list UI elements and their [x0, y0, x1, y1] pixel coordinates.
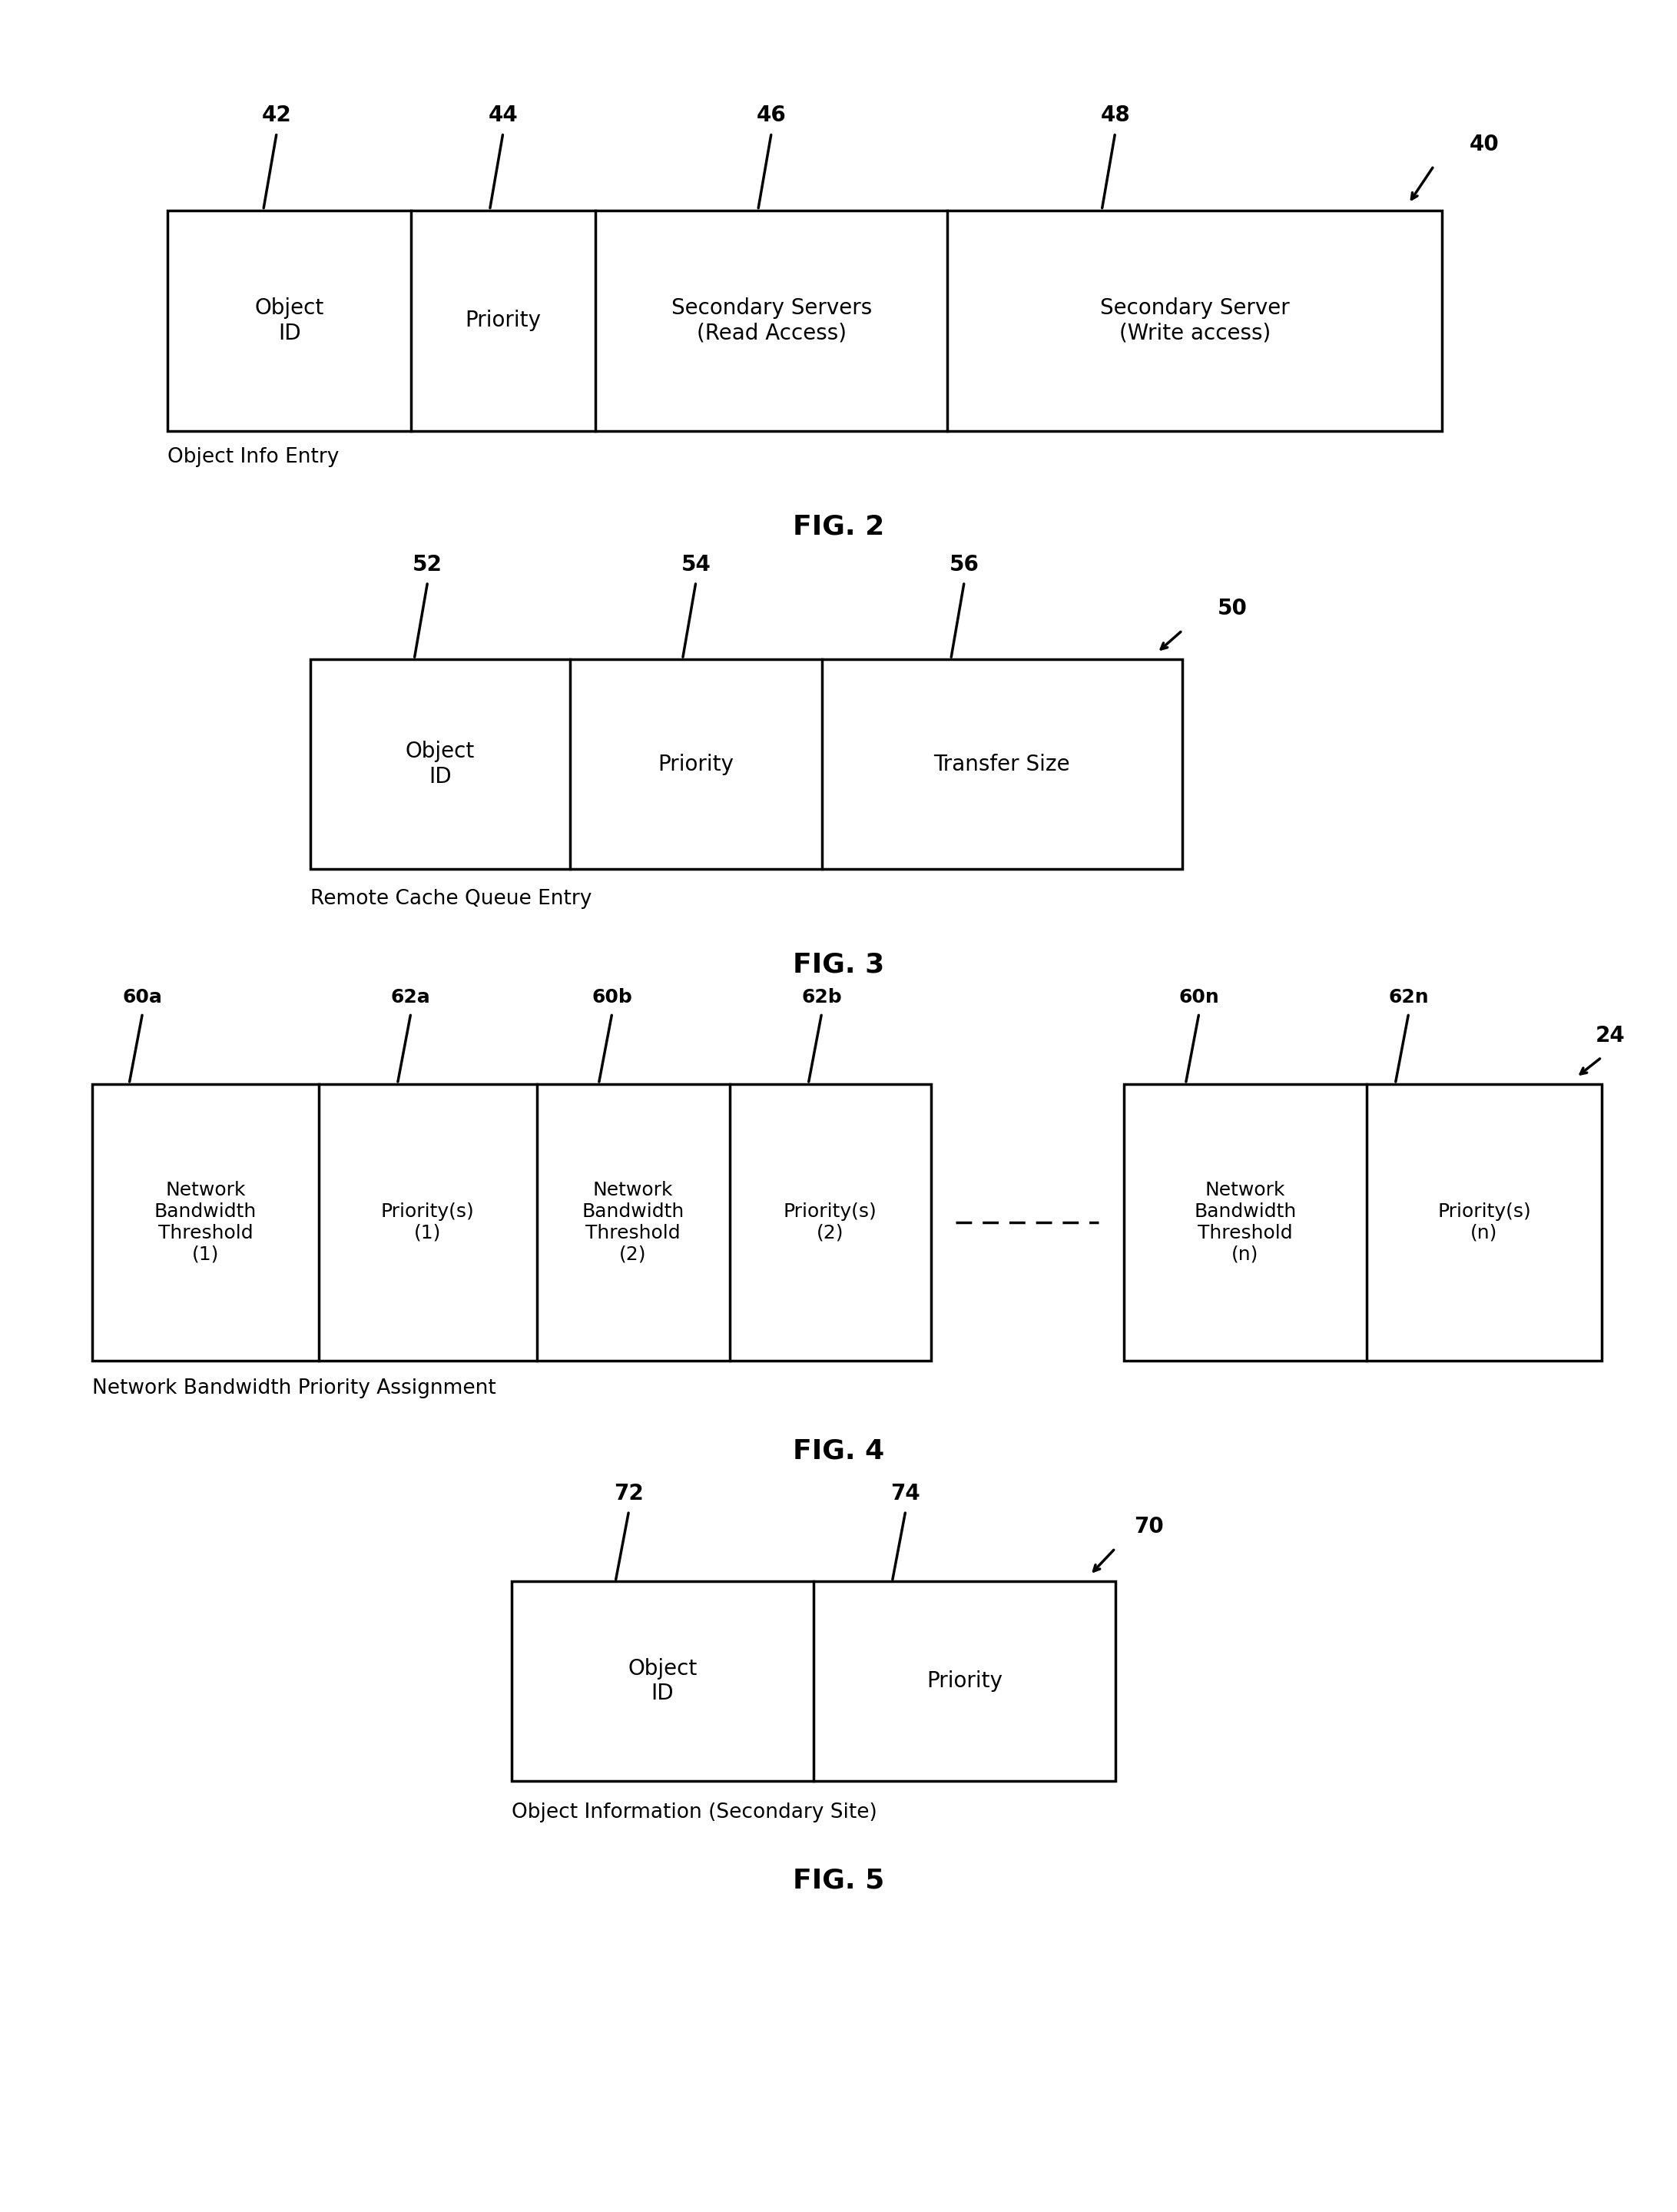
Text: FIG. 4: FIG. 4 — [793, 1438, 884, 1464]
Text: 48: 48 — [1100, 104, 1130, 126]
Bar — [310, 659, 1182, 869]
Text: Object Information (Secondary Site): Object Information (Secondary Site) — [511, 1803, 877, 1823]
Text: 46: 46 — [756, 104, 787, 126]
Bar — [92, 1084, 931, 1360]
Text: 60a: 60a — [122, 989, 163, 1006]
Text: 44: 44 — [488, 104, 518, 126]
Text: 60n: 60n — [1179, 989, 1219, 1006]
Text: Secondary Server
(Write access): Secondary Server (Write access) — [1100, 299, 1290, 343]
Text: Network
Bandwidth
Threshold
(1): Network Bandwidth Threshold (1) — [154, 1181, 257, 1263]
Text: FIG. 2: FIG. 2 — [793, 513, 884, 540]
Text: Object
ID: Object ID — [406, 741, 475, 787]
Text: Network Bandwidth Priority Assignment: Network Bandwidth Priority Assignment — [92, 1378, 496, 1398]
Text: 24: 24 — [1595, 1024, 1625, 1046]
Text: Priority: Priority — [657, 754, 735, 774]
Text: 74: 74 — [890, 1482, 921, 1504]
Text: Object Info Entry: Object Info Entry — [168, 447, 339, 467]
Text: Object
ID: Object ID — [627, 1659, 698, 1703]
Text: 62b: 62b — [802, 989, 842, 1006]
Text: 70: 70 — [1134, 1515, 1164, 1537]
Text: Priority(s)
(n): Priority(s) (n) — [1437, 1203, 1531, 1241]
Text: 72: 72 — [614, 1482, 644, 1504]
Text: 54: 54 — [681, 553, 711, 575]
Text: Network
Bandwidth
Threshold
(2): Network Bandwidth Threshold (2) — [582, 1181, 684, 1263]
Text: Remote Cache Queue Entry: Remote Cache Queue Entry — [310, 889, 592, 909]
Bar — [1124, 1084, 1602, 1360]
Bar — [511, 1582, 1115, 1781]
Text: Secondary Servers
(Read Access): Secondary Servers (Read Access) — [671, 299, 872, 343]
Text: 62n: 62n — [1389, 989, 1429, 1006]
Text: Object
ID: Object ID — [255, 299, 324, 343]
Text: Transfer Size: Transfer Size — [934, 754, 1070, 774]
Text: FIG. 5: FIG. 5 — [793, 1867, 884, 1893]
Text: FIG. 3: FIG. 3 — [793, 951, 884, 978]
Text: 60b: 60b — [592, 989, 632, 1006]
Text: 50: 50 — [1218, 597, 1248, 619]
Text: 40: 40 — [1469, 133, 1499, 155]
Text: 56: 56 — [949, 553, 979, 575]
Text: 62a: 62a — [391, 989, 431, 1006]
Text: 52: 52 — [413, 553, 443, 575]
Text: Priority: Priority — [926, 1670, 1003, 1692]
Text: Priority(s)
(1): Priority(s) (1) — [381, 1203, 475, 1241]
Text: Network
Bandwidth
Threshold
(n): Network Bandwidth Threshold (n) — [1194, 1181, 1296, 1263]
Text: 42: 42 — [262, 104, 292, 126]
Bar — [168, 210, 1442, 431]
Text: Priority(s)
(2): Priority(s) (2) — [783, 1203, 877, 1241]
Text: Priority: Priority — [465, 310, 542, 332]
